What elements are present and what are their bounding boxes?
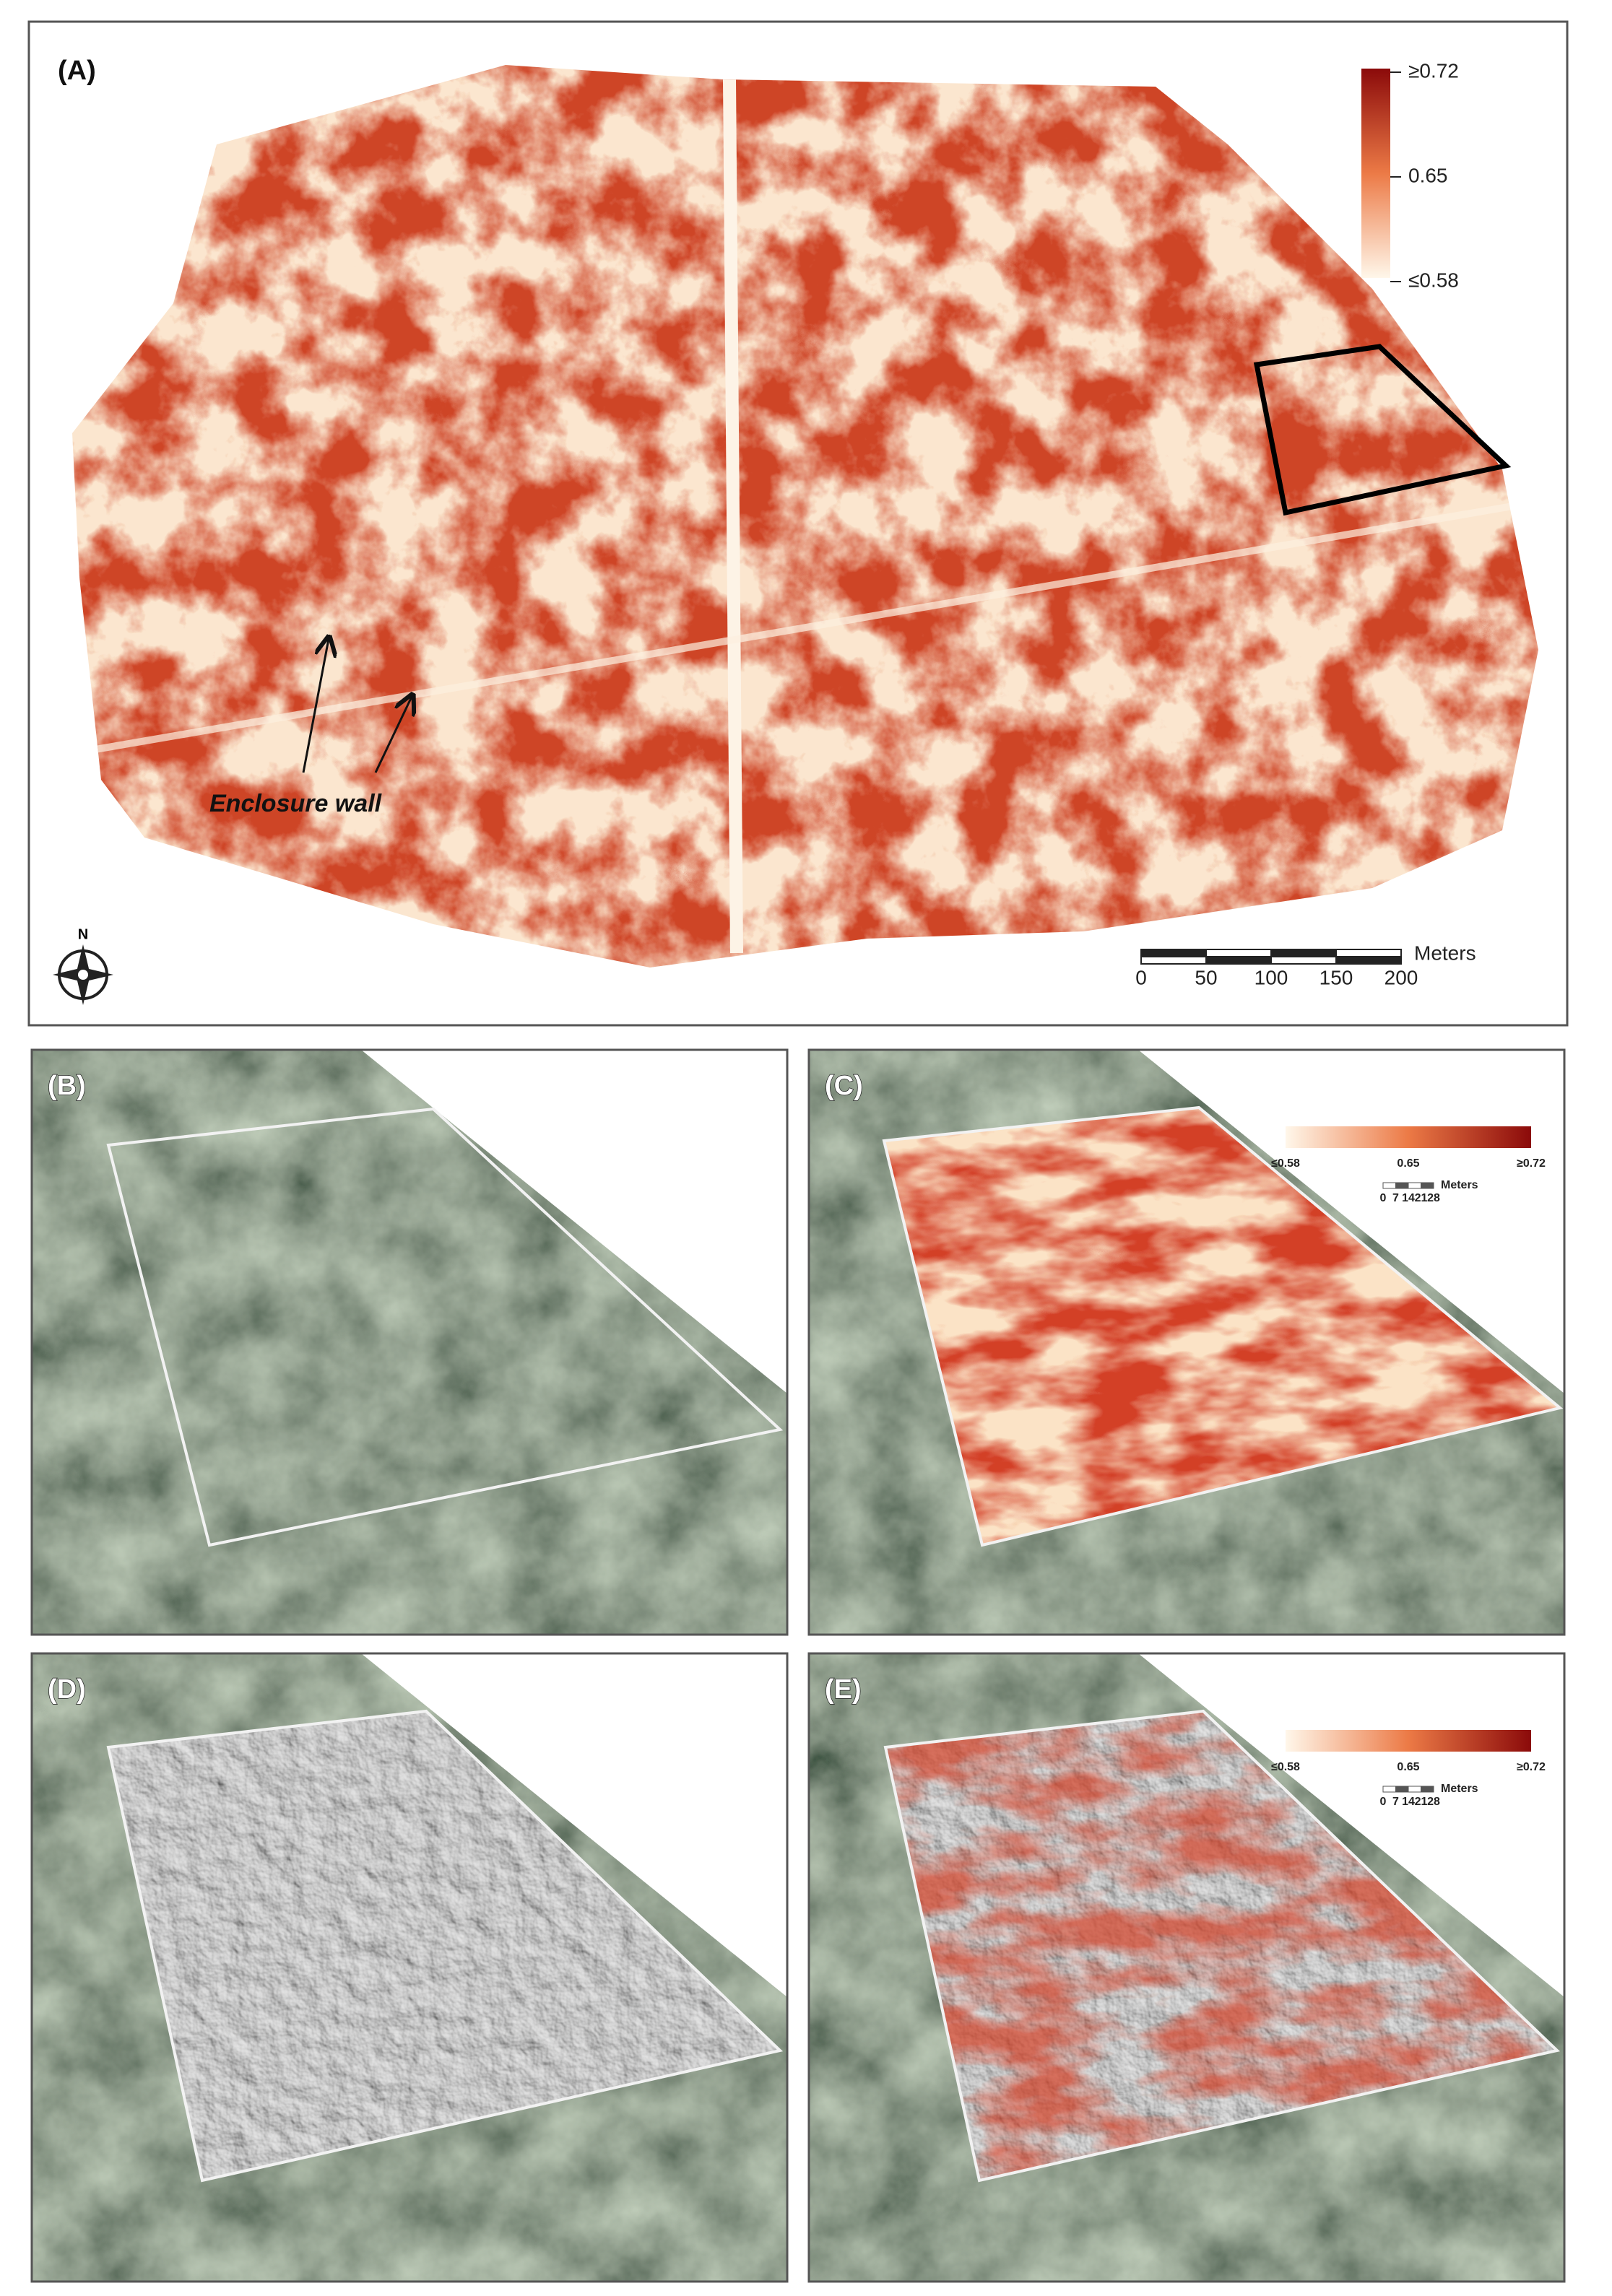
arrow <box>302 639 329 773</box>
scale-seg <box>1270 949 1337 957</box>
legend-label: ≥0.72 <box>1408 59 1459 82</box>
panel-frame <box>30 1048 789 1636</box>
scale-label: 200 <box>1384 966 1418 988</box>
arrow <box>374 697 412 773</box>
panel: (D) <box>30 1652 789 2283</box>
scale-seg <box>1421 1786 1434 1793</box>
no-data <box>361 1050 787 1393</box>
scale-seg <box>1395 1182 1409 1189</box>
area-outline <box>106 1107 784 1547</box>
legend-label: 0.65 <box>1397 1761 1419 1773</box>
legend-label: ≤0.58 <box>1271 1761 1300 1773</box>
panel-label: (A) <box>58 56 96 86</box>
scale-label: 150 <box>1320 966 1353 988</box>
panel-label: (C) <box>825 1071 863 1101</box>
scale-unit: Meters <box>1414 942 1476 964</box>
scale-label: 0 <box>1380 1192 1387 1204</box>
panel-label: (E) <box>825 1674 862 1705</box>
scale-label: 7 <box>1392 1796 1399 1808</box>
legend-label: ≤0.58 <box>1271 1157 1300 1170</box>
scale-seg <box>1421 1182 1434 1189</box>
scale-seg <box>1382 1182 1396 1189</box>
scale-label: 14 <box>1402 1796 1415 1808</box>
scale-label: 28 <box>1427 1192 1440 1204</box>
index-map <box>72 65 1538 967</box>
north-arrow <box>53 944 113 1005</box>
legend-label: 0.65 <box>1397 1157 1419 1170</box>
scale-label: 14 <box>1402 1192 1415 1204</box>
legend-bar <box>1286 1730 1531 1752</box>
scale-label: 7 <box>1392 1192 1399 1204</box>
area-outline <box>106 1709 784 2183</box>
scale-unit: Meters <box>1441 1179 1478 1191</box>
scale-label: 21 <box>1415 1192 1428 1204</box>
panel-label: (D) <box>48 1674 86 1705</box>
scale-label: 0 <box>1380 1796 1387 1808</box>
annotation: Enclosure wall <box>209 790 383 817</box>
area-outline <box>882 1105 1564 1547</box>
north-label: N <box>78 926 88 942</box>
legend-label: ≥0.72 <box>1517 1157 1546 1170</box>
scale-seg <box>1335 956 1402 965</box>
scale-seg <box>1408 1182 1421 1189</box>
scale-seg <box>1205 956 1272 965</box>
scale-seg <box>1335 949 1402 957</box>
scale-unit: Meters <box>1441 1783 1478 1795</box>
legend-label: ≤0.58 <box>1408 269 1459 291</box>
panel: (B) <box>30 1048 789 1636</box>
panel-label: (B) <box>48 1071 86 1101</box>
scale-seg <box>1270 956 1337 965</box>
no-data <box>361 1653 787 1997</box>
scale-seg <box>1140 956 1207 965</box>
legend-bar <box>1361 69 1390 278</box>
scale-label: 28 <box>1427 1796 1440 1808</box>
study-area-box <box>1253 344 1512 516</box>
scale-label: 21 <box>1415 1796 1428 1808</box>
panel-frame <box>807 1048 1566 1636</box>
scale-seg <box>1395 1786 1409 1793</box>
legend-label: 0.65 <box>1408 164 1448 186</box>
area-outline <box>883 1709 1561 2183</box>
scale-label: 100 <box>1254 966 1288 988</box>
imagery <box>32 1050 787 1635</box>
scale-label: 50 <box>1195 966 1217 988</box>
scale-seg <box>1408 1786 1421 1793</box>
panel-a: Enclosure wall N (A) ≥0.72 0.65 ≤0.58 0 50 10… <box>27 20 1569 1027</box>
legend-bar <box>1286 1126 1531 1148</box>
scale-seg <box>1140 949 1207 957</box>
panel-frame <box>30 1652 789 2283</box>
legend-label: ≥0.72 <box>1517 1761 1546 1773</box>
panel-frame <box>807 1652 1566 2283</box>
scale-seg <box>1205 949 1272 957</box>
scale-seg <box>1382 1786 1396 1793</box>
scale-label: 0 <box>1135 966 1147 988</box>
